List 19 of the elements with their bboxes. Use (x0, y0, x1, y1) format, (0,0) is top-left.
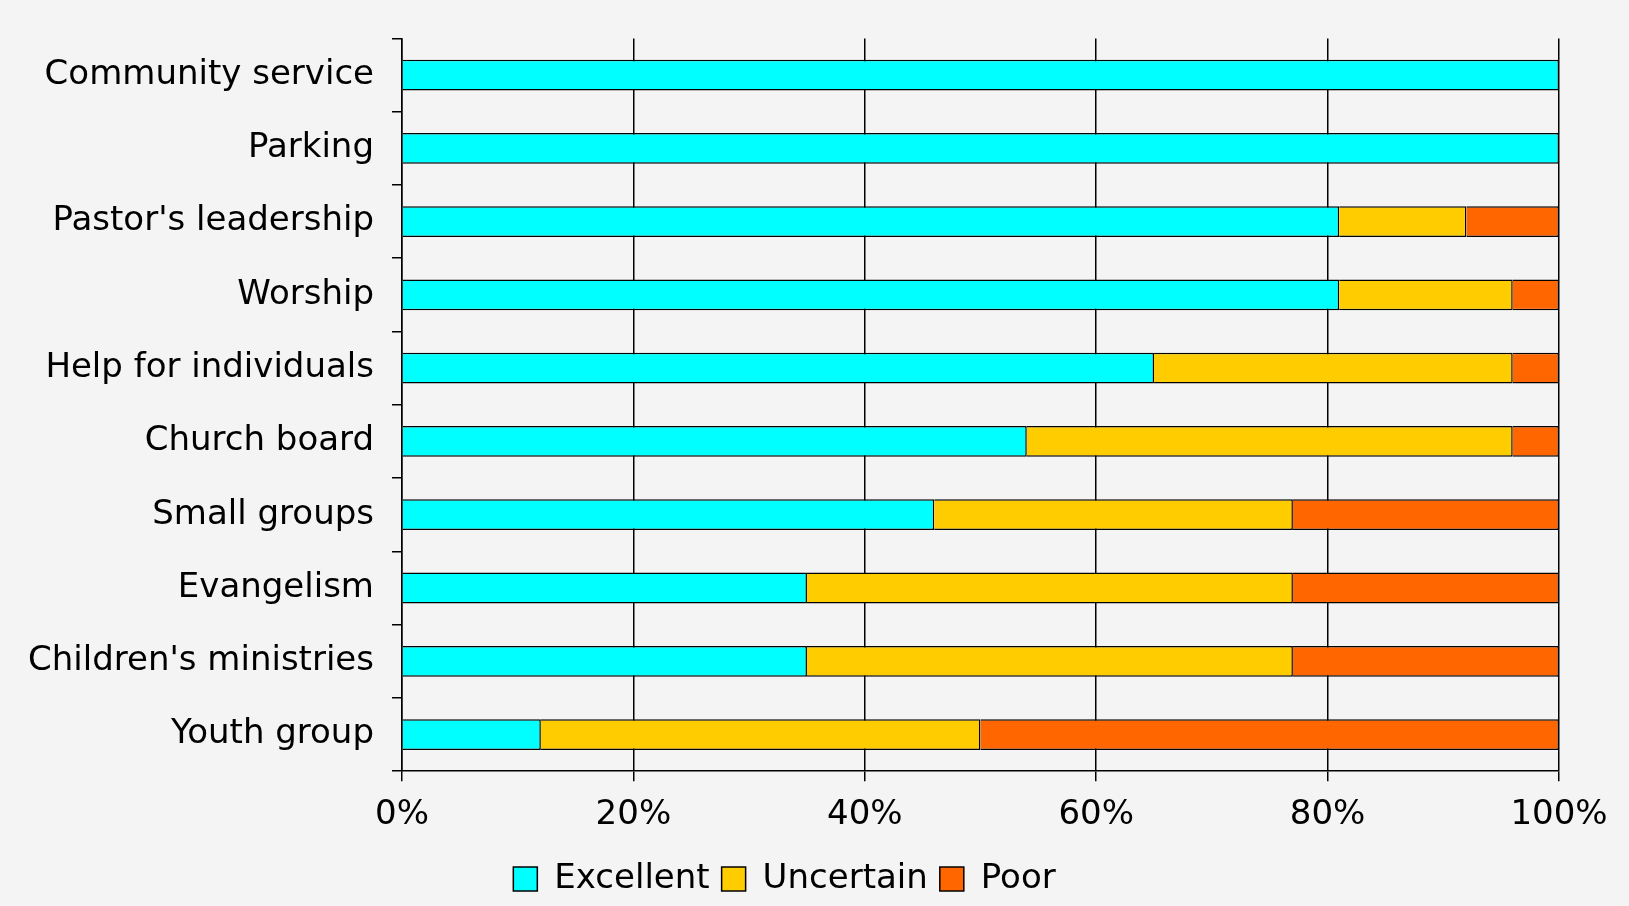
legend-label: Uncertain (762, 855, 928, 896)
y-tick-label: Help for individuals (45, 344, 374, 385)
y-tick-label: Children's ministries (27, 638, 374, 679)
x-tick-label: 60% (1058, 792, 1134, 833)
x-tick-label: 40% (827, 792, 903, 833)
y-tick-label: Youth group (169, 711, 374, 752)
x-tick-label: 20% (595, 792, 672, 833)
y-tick-label: Small groups (152, 491, 374, 532)
x-tick-label: 80% (1289, 792, 1366, 833)
x-tick-label: 0% (375, 792, 429, 833)
y-tick-label: Church board (144, 418, 374, 459)
y-tick-label: Worship (237, 271, 374, 312)
y-tick-label: Community service (44, 51, 374, 92)
y-tick-label: Evangelism (177, 564, 374, 605)
y-tick-label: Parking (247, 125, 374, 166)
legend-label: Poor (980, 855, 1056, 896)
x-tick-label: 100% (1510, 792, 1608, 833)
legend-label: Excellent (554, 855, 710, 896)
y-tick-label: Pastor's leadership (52, 198, 374, 239)
